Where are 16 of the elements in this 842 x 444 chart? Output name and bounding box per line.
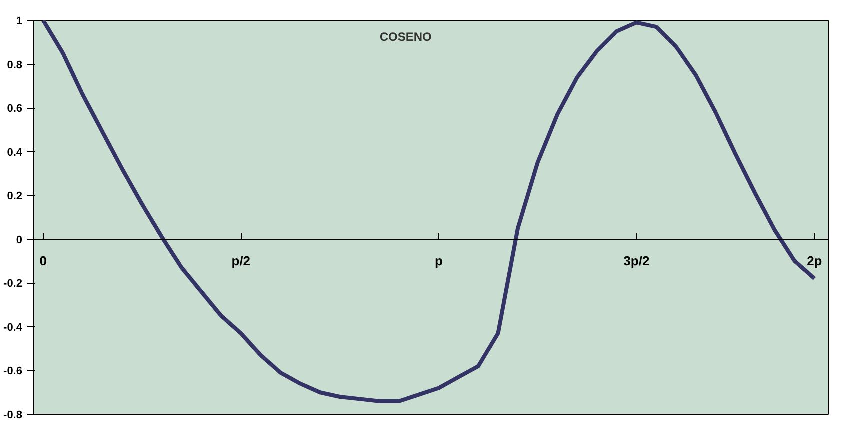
y-tick-label: 1: [16, 16, 23, 28]
x-tick-label: 2p: [807, 253, 822, 268]
y-tick-label: 0.4: [7, 146, 24, 159]
y-tick-label: -0.6: [4, 366, 23, 378]
y-tick-label: 0: [16, 234, 23, 246]
y-tick-label: 0.8: [7, 59, 23, 72]
y-tick-label: -0.4: [4, 322, 24, 334]
x-tick-label: 0: [40, 253, 48, 268]
text: COSENO: [380, 30, 432, 44]
y-tick-label: -0.8: [4, 410, 23, 422]
y-tick-label: 0.2: [7, 190, 23, 203]
x-tick-label: p/2: [232, 253, 251, 268]
x-tick-label: p: [434, 253, 443, 268]
y-tick-label: -0.2: [4, 278, 23, 290]
x-tick-label: 3p/2: [624, 253, 650, 268]
y-tick-label: 0.6: [7, 103, 23, 116]
